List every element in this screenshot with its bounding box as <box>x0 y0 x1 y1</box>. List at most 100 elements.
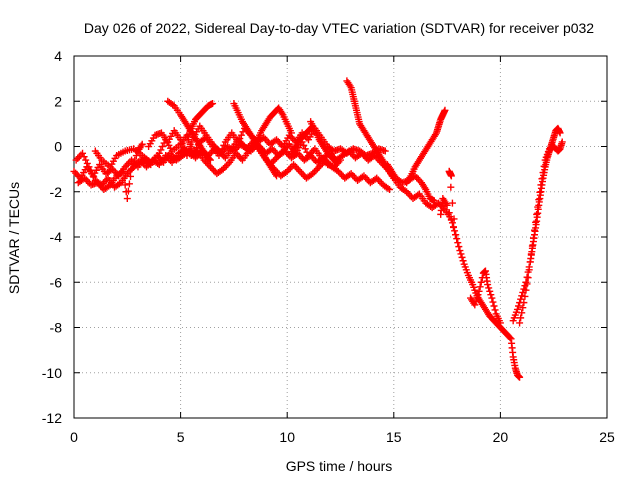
data-point <box>129 161 137 169</box>
x-tick-label: 5 <box>177 429 185 445</box>
data-point <box>527 250 535 258</box>
data-point <box>90 173 98 181</box>
data-point <box>533 210 541 218</box>
data-point <box>445 167 453 175</box>
data-point <box>475 287 483 295</box>
x-tick-label: 0 <box>70 429 78 445</box>
data-point <box>524 274 532 282</box>
data-point <box>447 216 455 224</box>
data-point <box>83 159 91 167</box>
data-point <box>85 163 93 171</box>
data-point <box>489 298 497 306</box>
data-point <box>126 172 134 180</box>
data-point <box>486 287 494 295</box>
data-point <box>528 242 536 250</box>
data-point <box>518 309 526 317</box>
data-point <box>157 146 165 154</box>
data-point <box>79 149 87 157</box>
data-point <box>496 319 504 327</box>
data-point <box>476 283 484 291</box>
data-point <box>540 162 548 170</box>
data-point <box>332 158 340 166</box>
data-point <box>125 180 133 188</box>
data-point <box>337 156 344 164</box>
data-point <box>537 181 545 189</box>
data-point <box>209 100 217 108</box>
y-tick-label: -12 <box>42 410 62 426</box>
data-point <box>180 144 188 152</box>
y-axis-label: SDTVAR / TECUs <box>6 182 22 294</box>
data-point <box>237 131 245 139</box>
data-point <box>220 141 228 149</box>
data-point <box>120 174 128 182</box>
data-point <box>522 286 530 294</box>
data-point <box>519 304 527 312</box>
data-point <box>138 140 146 148</box>
data-point <box>132 152 140 160</box>
data-point <box>381 147 389 155</box>
series-cluster-19 <box>467 267 504 327</box>
data-point <box>513 305 521 313</box>
data-point <box>477 278 485 286</box>
series-early-low <box>74 140 146 203</box>
data-point <box>452 231 460 239</box>
data-point <box>490 302 498 310</box>
data-point <box>521 292 529 300</box>
data-point <box>473 294 481 302</box>
data-point <box>300 141 308 149</box>
data-point <box>82 156 90 164</box>
y-tick-label: 4 <box>54 48 62 64</box>
data-point <box>331 157 339 165</box>
data-point <box>534 203 542 211</box>
data-point <box>556 129 564 137</box>
data-point <box>437 210 445 218</box>
data-point <box>454 239 462 247</box>
data-point <box>124 187 132 195</box>
data-point <box>472 297 480 305</box>
data-point <box>516 319 524 327</box>
data-point <box>384 184 392 192</box>
series-arc-5.5 <box>183 100 217 144</box>
data-point <box>459 257 467 265</box>
data-point <box>456 247 464 255</box>
series-recovery-22b <box>516 138 566 327</box>
data-point <box>539 169 547 177</box>
data-point <box>177 136 185 144</box>
data-point <box>474 291 482 299</box>
data-point <box>105 182 113 190</box>
data-point <box>523 280 531 288</box>
data-point <box>185 147 193 155</box>
data-point <box>487 291 495 299</box>
data-point <box>186 143 194 150</box>
data-point <box>169 101 177 109</box>
data-point <box>117 169 125 177</box>
data-point <box>301 145 309 153</box>
data-point <box>131 156 139 164</box>
data-point <box>515 302 523 310</box>
data-point <box>183 152 191 160</box>
data-point <box>491 306 499 314</box>
data-point <box>80 153 88 161</box>
data-point <box>88 170 96 178</box>
y-tick-label: -10 <box>42 365 62 381</box>
data-point <box>458 253 466 261</box>
data-point <box>430 197 438 205</box>
data-point <box>453 235 461 243</box>
data-point <box>457 250 465 258</box>
data-point <box>536 188 544 196</box>
data-point <box>484 281 492 289</box>
data-point <box>87 166 95 174</box>
data-point <box>506 334 514 342</box>
data-point <box>520 299 528 307</box>
data-point <box>525 266 533 274</box>
data-point <box>119 167 127 175</box>
data-point <box>488 294 496 302</box>
data-point <box>485 284 493 292</box>
y-tick-label: 2 <box>54 93 62 109</box>
data-point <box>115 180 123 188</box>
x-tick-label: 15 <box>386 429 402 445</box>
data-point <box>188 138 196 146</box>
data-point <box>308 123 316 131</box>
